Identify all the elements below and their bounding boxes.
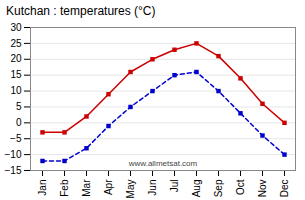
svg-text:−5: −5 [10,133,22,144]
svg-text:5: 5 [16,101,22,112]
svg-text:20: 20 [10,53,22,64]
svg-text:−15: −15 [5,165,22,176]
svg-text:Jul: Jul [169,180,180,193]
svg-text:www.allmetsat.com: www.allmetsat.com [128,159,198,168]
svg-text:May: May [125,180,136,199]
svg-text:Sep: Sep [213,179,224,197]
svg-text:−10: −10 [5,149,22,160]
svg-text:Nov: Nov [257,180,268,198]
svg-text:Apr: Apr [103,179,114,195]
svg-text:15: 15 [10,69,22,80]
svg-text:Jun: Jun [147,180,158,196]
svg-text:Oct: Oct [235,179,246,195]
svg-text:Mar: Mar [81,179,92,197]
html-text:Kutchan : temperatures (°C): Kutchan : temperatures (°C) [6,4,156,18]
svg-text:10: 10 [10,85,22,96]
svg-text:Dec: Dec [279,180,290,198]
svg-text:Jan: Jan [37,180,48,196]
svg-text:25: 25 [10,38,22,49]
svg-text:Aug: Aug [191,180,202,198]
svg-text:0: 0 [16,117,22,128]
svg-text:30: 30 [10,22,22,33]
svg-text:Feb: Feb [59,179,70,197]
